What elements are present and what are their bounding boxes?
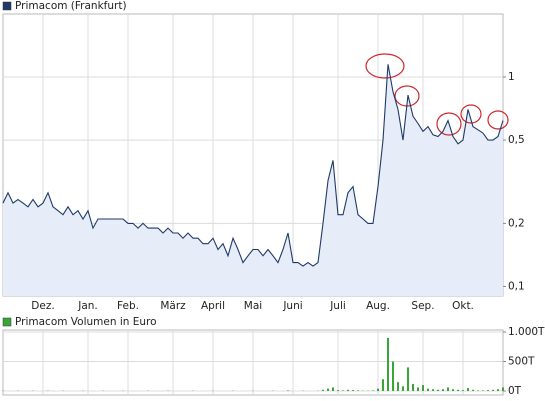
volume-bar	[467, 388, 469, 391]
y-tick-label: 0T	[508, 385, 522, 397]
volume-bar	[407, 367, 409, 391]
volume-bar	[457, 389, 459, 391]
highlight-circle	[365, 53, 405, 79]
volume-bar	[502, 387, 504, 391]
volume-bar	[417, 387, 419, 391]
volume-bar	[432, 389, 434, 391]
x-tick-label: April	[201, 300, 225, 312]
x-tick-label: Juli	[329, 300, 346, 312]
volume-bar	[397, 382, 399, 391]
x-tick-label: Jan.	[77, 300, 98, 312]
volume-bar	[372, 390, 374, 391]
x-tick-label: Mai	[244, 300, 262, 312]
volume-bar	[482, 390, 484, 391]
highlight-circle	[436, 112, 462, 136]
volume-bar	[497, 389, 499, 391]
volume-bar	[327, 388, 329, 391]
volume-bar	[427, 388, 429, 391]
x-tick-label: Feb.	[117, 300, 139, 312]
volume-bar	[322, 389, 324, 391]
legend-label: Primacom Volumen in Euro	[15, 316, 157, 328]
legend-label: Primacom (Frankfurt)	[15, 0, 127, 12]
highlight-circle	[487, 110, 509, 130]
y-tick-label: 500T	[508, 356, 535, 368]
volume-bar	[472, 389, 474, 391]
x-tick-label: Sep.	[411, 300, 434, 312]
volume-bar	[447, 387, 449, 391]
x-tick-label: Dez.	[31, 300, 54, 312]
highlight-circle	[460, 104, 482, 124]
volume-bar	[437, 389, 439, 391]
y-tick-label: 0,1	[508, 280, 525, 292]
volume-bar	[392, 361, 394, 391]
volume-bar	[357, 390, 359, 391]
x-tick-label: Aug.	[366, 300, 390, 312]
x-tick-label: März	[160, 300, 186, 312]
y-tick-label: 0,5	[508, 134, 525, 146]
volume-bar	[342, 390, 344, 391]
volume-bar	[387, 337, 389, 391]
volume-bar	[487, 390, 489, 391]
volume-bar	[422, 385, 424, 391]
legend-swatch	[2, 1, 12, 11]
volume-bar	[462, 390, 464, 391]
volume-bar	[492, 389, 494, 391]
volume-bar	[382, 379, 384, 391]
x-tick-label: Juni	[282, 300, 302, 312]
y-tick-label: 1	[508, 71, 515, 83]
volume-bar	[377, 388, 379, 391]
x-tick-label: Okt.	[452, 300, 474, 312]
volume-bar	[412, 383, 414, 391]
volume-bar	[452, 389, 454, 391]
volume-bar	[477, 390, 479, 391]
volume-bar	[347, 389, 349, 391]
volume-bar	[442, 389, 444, 391]
volume-bar	[287, 390, 289, 391]
volume-bar	[352, 390, 354, 391]
volume-bar	[332, 387, 334, 391]
price-line	[2, 64, 504, 267]
volume-bar	[402, 386, 404, 391]
y-tick-label: 1.000T	[508, 326, 545, 338]
price-area	[3, 64, 503, 296]
volume-bar	[337, 390, 339, 391]
legend-swatch	[2, 317, 12, 327]
y-tick-label: 0,2	[508, 217, 525, 229]
